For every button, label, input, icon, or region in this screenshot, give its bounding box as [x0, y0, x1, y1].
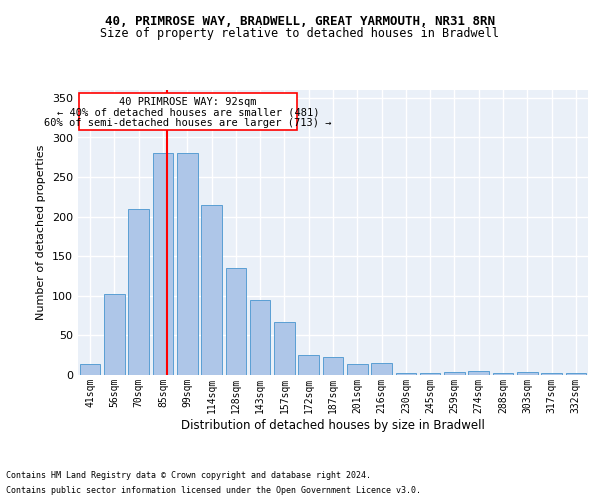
Bar — [469, 371, 489, 375]
Bar — [201, 205, 222, 375]
Bar — [395, 372, 416, 375]
Bar — [323, 357, 343, 375]
Text: Contains HM Land Registry data © Crown copyright and database right 2024.: Contains HM Land Registry data © Crown c… — [6, 471, 371, 480]
Bar — [298, 355, 319, 375]
Text: Size of property relative to detached houses in Bradwell: Size of property relative to detached ho… — [101, 28, 499, 40]
Bar — [371, 363, 392, 375]
FancyBboxPatch shape — [79, 93, 296, 130]
Bar — [517, 372, 538, 375]
Bar — [177, 154, 197, 375]
Bar — [250, 300, 271, 375]
Bar — [80, 364, 100, 375]
Text: ← 40% of detached houses are smaller (481): ← 40% of detached houses are smaller (48… — [56, 108, 319, 118]
X-axis label: Distribution of detached houses by size in Bradwell: Distribution of detached houses by size … — [181, 418, 485, 432]
Text: 60% of semi-detached houses are larger (713) →: 60% of semi-detached houses are larger (… — [44, 118, 332, 128]
Bar — [493, 372, 514, 375]
Bar — [566, 372, 586, 375]
Bar — [444, 372, 465, 375]
Text: Contains public sector information licensed under the Open Government Licence v3: Contains public sector information licen… — [6, 486, 421, 495]
Bar — [226, 268, 246, 375]
Bar — [128, 209, 149, 375]
Bar — [347, 364, 368, 375]
Bar — [104, 294, 125, 375]
Text: 40 PRIMROSE WAY: 92sqm: 40 PRIMROSE WAY: 92sqm — [119, 97, 257, 107]
Bar — [152, 154, 173, 375]
Bar — [541, 372, 562, 375]
Text: 40, PRIMROSE WAY, BRADWELL, GREAT YARMOUTH, NR31 8RN: 40, PRIMROSE WAY, BRADWELL, GREAT YARMOU… — [105, 15, 495, 28]
Bar — [420, 372, 440, 375]
Y-axis label: Number of detached properties: Number of detached properties — [37, 145, 46, 320]
Bar — [274, 322, 295, 375]
